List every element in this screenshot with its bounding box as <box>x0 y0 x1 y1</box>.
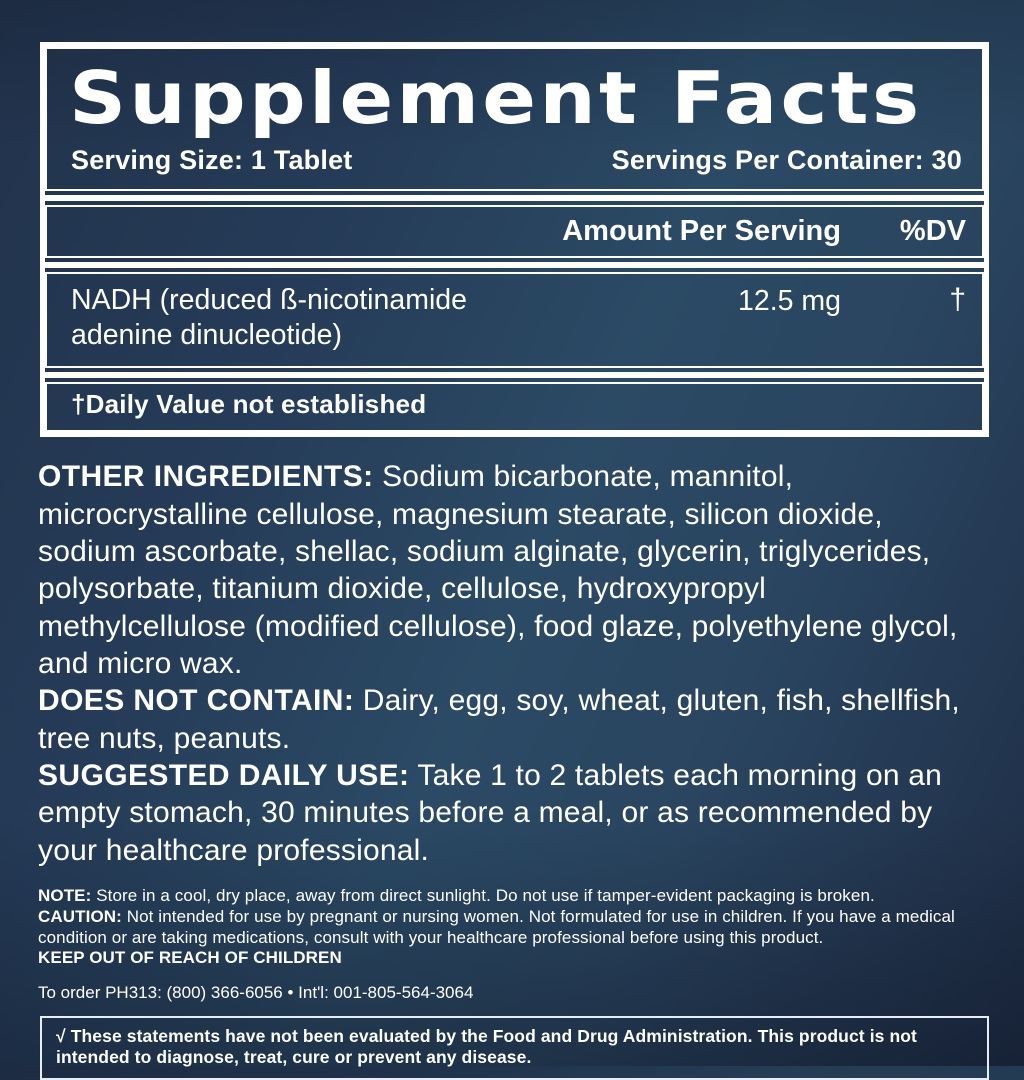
panel-separator <box>45 372 984 379</box>
panel-separator <box>45 194 984 201</box>
ingredient-dv: † <box>949 282 966 316</box>
note-text: Store in a cool, dry place, away from di… <box>96 886 875 906</box>
label-body-text: OTHER INGREDIENTS: Sodium bicarbonate, m… <box>38 458 966 869</box>
suggested-daily-use-lead: SUGGESTED DAILY USE: <box>38 759 410 793</box>
supplement-facts-panel: Supplement Facts Serving Size: 1 Tablet … <box>40 42 989 438</box>
other-ingredients-lead: OTHER INGREDIENTS: <box>38 460 374 494</box>
fda-disclaimer-text: These statements have not been evaluated… <box>56 1026 917 1068</box>
does-not-contain-paragraph: DOES NOT CONTAIN: Dairy, egg, soy, wheat… <box>38 682 966 757</box>
amount-per-serving-header: Amount Per Serving <box>562 214 841 247</box>
keep-out-of-reach-line: KEEP OUT OF REACH OF CHILDREN <box>38 948 342 968</box>
caution-text: Not intended for use by pregnant or nurs… <box>38 906 955 947</box>
other-ingredients-paragraph: OTHER INGREDIENTS: Sodium bicarbonate, m… <box>38 458 966 682</box>
ingredient-row: NADH (reduced ß-nicotinamide adenine din… <box>45 271 984 369</box>
fda-disclaimer-box: √ These statements have not been evaluate… <box>40 1016 989 1080</box>
radical-check-icon: √ <box>56 1026 66 1047</box>
caution-line: CAUTION: Not intended for use by pregnan… <box>38 907 988 948</box>
dv-header: %DV <box>899 214 966 247</box>
daily-value-footnote: †Daily Value not established <box>45 382 984 433</box>
serving-size-label: Serving Size: 1 Tablet <box>71 144 353 175</box>
suggested-daily-use-paragraph: SUGGESTED DAILY USE: Take 1 to 2 tablets… <box>38 757 966 869</box>
does-not-contain-lead: DOES NOT CONTAIN: <box>38 684 355 718</box>
other-ingredients-text: Sodium bicarbonate, mannitol, microcryst… <box>38 460 958 681</box>
servings-per-container-label: Servings Per Container: 30 <box>611 144 962 175</box>
note-line: NOTE: Store in a cool, dry place, away f… <box>38 886 988 907</box>
panel-separator <box>45 261 984 268</box>
note-lead: NOTE: <box>38 886 92 906</box>
caution-lead: CAUTION: <box>38 906 122 926</box>
amount-header-row: Amount Per Serving %DV <box>45 204 984 258</box>
ingredient-name: NADH (reduced ß-nicotinamide adenine din… <box>71 283 467 351</box>
suggested-daily-use-text: Take 1 to 2 tablets each morning on an e… <box>38 759 943 867</box>
fine-print-block: NOTE: Store in a cool, dry place, away f… <box>38 886 988 969</box>
panel-header-section: Supplement Facts Serving Size: 1 Tablet … <box>45 47 984 191</box>
does-not-contain-text: Dairy, egg, soy, wheat, gluten, fish, sh… <box>38 684 960 755</box>
serving-info-row: Serving Size: 1 Tablet Servings Per Cont… <box>69 145 962 176</box>
ingredient-amount: 12.5 mg <box>738 284 841 317</box>
panel-title: Supplement Facts <box>69 56 923 140</box>
order-contact-line: To order PH313: (800) 366-6056 • Int'l: … <box>38 983 474 1003</box>
